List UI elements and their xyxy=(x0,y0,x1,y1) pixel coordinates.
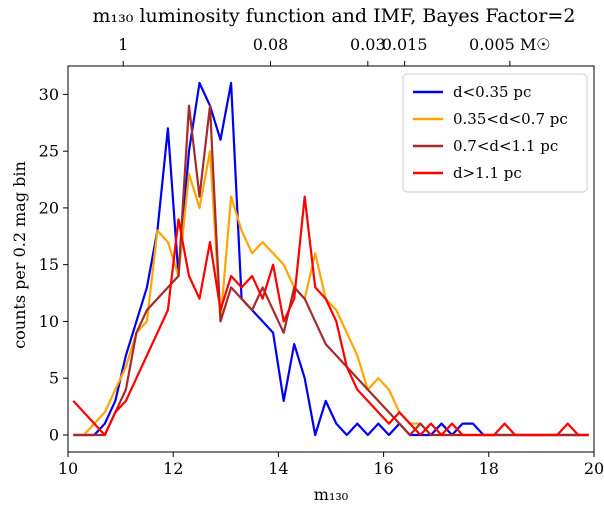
top-axis: 1 0.08 0.030.015 0.005 M☉ xyxy=(118,35,551,66)
top-tick-label: 0.08 xyxy=(253,35,289,54)
x-tick-label: 18 xyxy=(479,459,499,478)
x-tick-label: 16 xyxy=(373,459,393,478)
series-line-3 xyxy=(73,104,589,437)
y-tick-label: 10 xyxy=(39,312,59,331)
x-axis-label: m₁₃₀ xyxy=(314,485,348,504)
legend-label: d>1.1 pc xyxy=(453,164,522,182)
top-tick-label: 0.03 xyxy=(350,35,386,54)
y-tick-label: 0 xyxy=(49,425,59,444)
x-axis: 10 12 14 16 18 20 xyxy=(58,452,604,478)
y-tick-label: 30 xyxy=(39,85,59,104)
x-tick-label: 20 xyxy=(584,459,604,478)
x-tick-label: 10 xyxy=(58,459,78,478)
y-axis: 0 5 10 15 20 25 30 xyxy=(39,85,68,444)
x-tick-label: 12 xyxy=(163,459,183,478)
y-tick-label: 5 xyxy=(49,369,59,388)
legend-label: d<0.35 pc xyxy=(453,83,531,101)
series-layer xyxy=(72,81,589,437)
top-tick-label: 0.015 xyxy=(382,35,428,54)
legend-label: 0.7<d<1.1 pc xyxy=(453,137,558,155)
series-line-2 xyxy=(73,150,589,437)
legend-label: 0.35<d<0.7 pc xyxy=(453,110,568,128)
legend-box xyxy=(402,73,588,193)
series-line-4 xyxy=(72,195,589,437)
plot-frame xyxy=(67,65,595,453)
y-tick-label: 15 xyxy=(39,255,59,274)
x-tick-label: 14 xyxy=(268,459,288,478)
legend: d<0.35 pc 0.35<d<0.7 pc 0.7<d<1.1 pc d>1.1 … xyxy=(402,73,588,193)
y-axis-label: counts per 0.2 mag bin xyxy=(10,161,29,349)
top-tick-label: 0.005 M☉ xyxy=(469,35,551,54)
y-tick-label: 20 xyxy=(39,198,59,217)
top-tick-label: 1 xyxy=(118,35,128,54)
y-tick-label: 25 xyxy=(39,142,59,161)
chart-title: m₁₃₀ luminosity function and IMF, Bayes … xyxy=(93,5,576,27)
